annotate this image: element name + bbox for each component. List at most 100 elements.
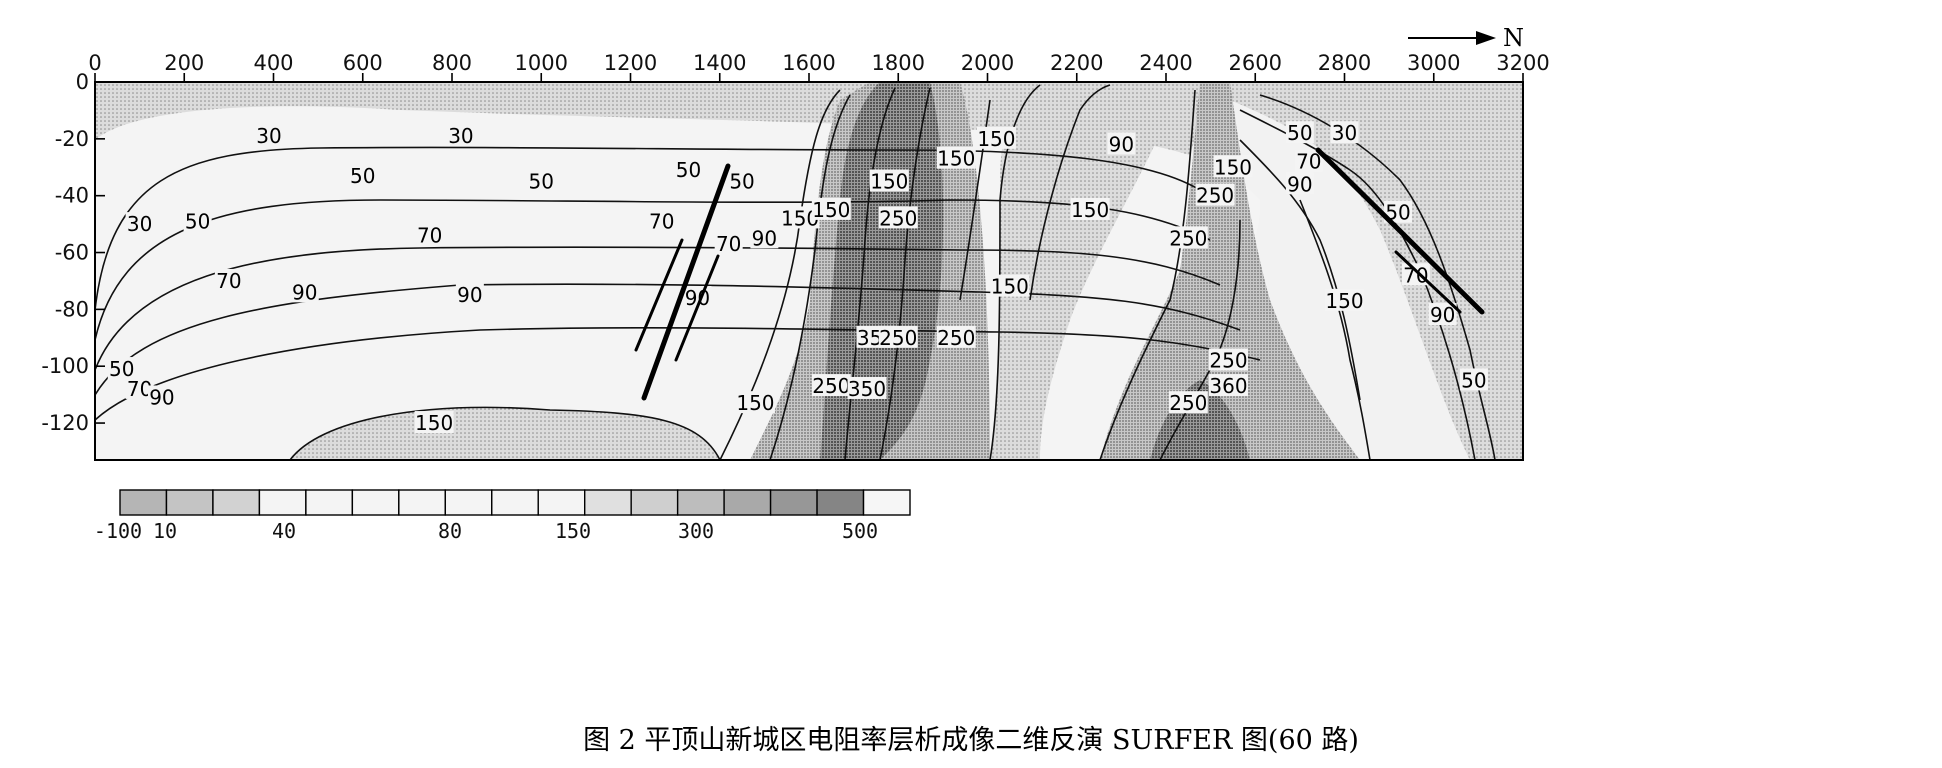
contour-label: 150 [977,127,1015,151]
legend-label: 40 [272,519,296,543]
legend-swatch [862,489,911,516]
contour-label-backdrop [976,126,1016,149]
legend-swatch [305,489,354,516]
contour-label: 90 [457,283,482,307]
valley-low-zone [990,82,1180,460]
x-tick-label: 0 [88,51,101,75]
contour-label-backdrop [183,209,212,232]
contour-label: 70 [1403,263,1428,287]
contour-label-backdrop [1330,121,1359,144]
contour-label: 30 [448,124,473,148]
contour-label: 250 [879,326,917,350]
fault-line-secondary [634,238,684,352]
contour-label-backdrop [847,376,887,399]
contour-label: 70 [417,223,442,247]
y-axis-left: 0 -20 -40 -60 -80 -100 -120 [41,70,105,435]
contour-label-backdrop [1294,149,1323,172]
contour-label: 150 [870,169,908,193]
y-tick-label: -80 [55,297,89,321]
legend-swatch [769,489,818,516]
contour-label-backdrop [1208,348,1248,371]
legend-swatch [491,489,539,516]
north-arrow-icon [1476,31,1496,45]
y-tick-label: -60 [55,241,89,265]
contour-label: 250 [1209,349,1247,373]
x-axis-top: 0 200 400 600 800 1000 1200 1400 1600 1800 2000 220… [88,51,1550,82]
x-tick-label: 3000 [1407,51,1460,75]
contour-label: 50 [1461,368,1486,392]
contour-label-backdrop [1168,226,1208,249]
contour-label: 150 [1071,198,1109,222]
x-tick-label: 2000 [961,51,1014,75]
contour-label-backdrop [1428,303,1457,326]
y-tick-label: 0 [76,70,89,94]
contour-label: 90 [752,226,777,250]
fault-lines [634,147,1485,401]
legend-swatch [212,489,261,516]
contour-label-backdrop [125,376,154,399]
legend-swatch [165,489,214,516]
contour-label-backdrop [811,197,851,220]
contour-label: 90 [1109,133,1134,157]
legend-swatch [676,489,725,516]
legend-swatch [444,489,493,516]
fault-line-tertiary [674,254,720,362]
x-tick-label: 600 [343,51,383,75]
contour-label-backdrop [290,280,319,303]
contour-label: 30 [1332,121,1357,145]
contour-label-backdrop [1401,263,1430,286]
contour-label-backdrop [780,206,820,229]
contour-label-backdrop [348,163,377,186]
contour-label-backdrop [255,124,284,146]
x-tick-label: 1200 [604,51,657,75]
contour-label: 70 [716,232,741,256]
fault-line-east-lower [1394,250,1462,314]
contour-label: 50 [1287,121,1312,145]
legend-label: 500 [842,519,878,543]
y-tick-label: -120 [41,411,89,435]
far-east-conductive-zone [1380,82,1523,460]
contour-label: 250 [812,374,850,398]
contour-label: 150 [937,147,975,171]
legend-swatch [119,489,168,516]
contour-label-backdrop [1384,200,1413,223]
contour-label-backdrop [1195,183,1235,206]
contour-label-backdrop [147,385,176,408]
contour-label-backdrop [869,169,909,192]
eastern-resistive-core [1150,380,1250,460]
x-tick-label: 1000 [515,51,568,75]
x-tick-label: 1800 [872,51,925,75]
contour-label-backdrop [714,232,743,254]
x-tick-label: 1600 [782,51,835,75]
fault-line-main [641,163,731,401]
north-label: N [1503,24,1524,52]
contour-label-backdrop [415,223,444,246]
y-tick-label: -20 [55,127,89,151]
central-resistive-core [820,82,944,460]
contour-label-backdrop [878,206,918,229]
contour-label: 90 [292,280,317,304]
contour-label-backdrop [1285,121,1314,144]
contour-label: 250 [1196,184,1234,208]
contour-label-backdrop [735,391,775,414]
eastern-resistive-zone [1100,82,1360,460]
basin-floor-lens [290,407,720,460]
legend-label: 150 [555,519,591,543]
contour-label: 150 [1214,155,1252,179]
x-tick-label: 2600 [1229,51,1282,75]
contour-label: 150 [812,198,850,222]
contour-label: 30 [256,124,281,148]
contour-label-backdrop [674,158,703,181]
legend-label: -100 [94,519,142,543]
legend-swatch [258,489,307,516]
figure-caption: 图 2 平顶山新城区电阻率层析成像二维反演 SURFER 图(60 路) [583,725,1359,756]
contour-label-backdrop [728,169,757,192]
legend-swatch [584,489,632,516]
contour-label: 70 [216,269,241,293]
contour-label-backdrop [936,146,976,169]
contour-label-backdrop [1213,155,1253,178]
contour-label-backdrop [647,209,676,232]
contour-label: 150 [1325,289,1363,313]
